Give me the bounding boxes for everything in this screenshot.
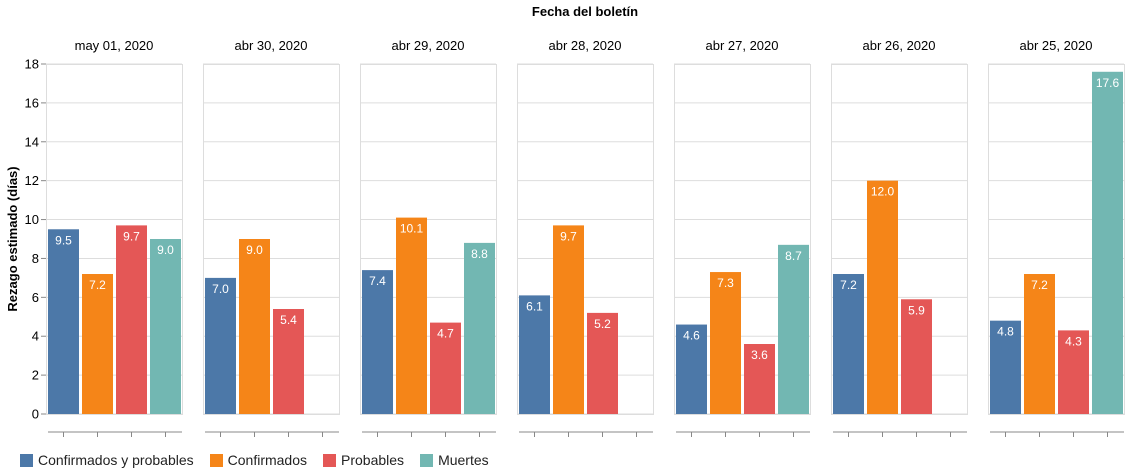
- facet-panel: [46, 64, 183, 415]
- bar: [1092, 71, 1123, 415]
- facet-label: abr 30, 2020: [234, 38, 307, 53]
- legend-label: Muertes: [438, 452, 489, 468]
- bar: [553, 225, 584, 414]
- bar: [710, 272, 741, 414]
- facet-label: abr 27, 2020: [705, 38, 778, 53]
- bar-value-label: 17.6: [1096, 76, 1120, 90]
- bar-value-label: 3.6: [751, 348, 768, 362]
- bar-value-label: 10.1: [400, 222, 424, 236]
- y-tick-label: 16: [25, 95, 39, 110]
- facet-panel: [988, 64, 1125, 415]
- bar: [1024, 274, 1055, 414]
- bar: [116, 225, 147, 414]
- bar-value-label: 7.3: [717, 276, 734, 290]
- legend-swatch: [420, 453, 434, 467]
- bar-value-label: 8.7: [785, 249, 802, 263]
- bar: [150, 239, 181, 414]
- y-tick-label: 12: [25, 173, 39, 188]
- bar: [48, 229, 79, 414]
- bar: [362, 270, 393, 414]
- facet-panel: [360, 64, 497, 415]
- bar: [82, 274, 113, 414]
- bar-value-label: 6.1: [526, 299, 543, 313]
- y-tick-label: 0: [32, 407, 39, 422]
- facet-panel: [517, 64, 654, 415]
- bar-value-label: 5.2: [594, 317, 611, 331]
- bar-value-label: 9.0: [246, 243, 263, 257]
- legend-swatch: [209, 453, 223, 467]
- facet-label: abr 29, 2020: [391, 38, 464, 53]
- bar: [833, 274, 864, 414]
- bar: [205, 277, 236, 414]
- bar-value-label: 5.9: [908, 303, 925, 317]
- facet-label: abr 28, 2020: [548, 38, 621, 53]
- facet-label: abr 26, 2020: [862, 38, 935, 53]
- bar-value-label: 9.7: [123, 229, 140, 243]
- bar-value-label: 9.5: [55, 233, 72, 247]
- bar-value-label: 12.0: [871, 185, 895, 199]
- bar: [867, 180, 898, 414]
- bar: [519, 295, 550, 414]
- bar-value-label: 9.7: [560, 229, 577, 243]
- bar-value-label: 8.8: [471, 247, 488, 261]
- bar-value-label: 4.6: [683, 329, 700, 343]
- bar: [239, 239, 270, 414]
- bar-value-label: 7.4: [369, 274, 386, 288]
- bar: [273, 309, 304, 414]
- y-tick-label: 14: [25, 134, 39, 149]
- legend-item-probables[interactable]: Probables: [323, 452, 404, 468]
- legend-item-confirmados-y-probables[interactable]: Confirmados y probables: [20, 452, 194, 468]
- facet-panel: [674, 64, 811, 415]
- legend-item-confirmados[interactable]: Confirmados: [209, 452, 308, 468]
- bar: [587, 312, 618, 414]
- bar-value-label: 9.0: [157, 243, 174, 257]
- legend-label: Probables: [341, 452, 405, 468]
- y-tick-label: 18: [25, 57, 39, 72]
- bar: [744, 344, 775, 414]
- legend-label: Confirmados y probables: [38, 452, 194, 468]
- bar: [901, 299, 932, 414]
- facet-panel: [831, 64, 968, 415]
- legend-label: Confirmados: [227, 452, 308, 468]
- facet-panel: [203, 64, 340, 415]
- y-tick-label: 4: [32, 329, 39, 344]
- y-tick-label: 6: [32, 290, 39, 305]
- bar-value-label: 7.2: [89, 278, 106, 292]
- bar: [396, 217, 427, 414]
- y-tick-label: 2: [32, 368, 39, 383]
- legend: Confirmados y probables Confirmados Prob…: [20, 452, 489, 468]
- bar-value-label: 4.7: [437, 327, 454, 341]
- chart-title: Fecha del boletín: [532, 4, 638, 19]
- bar: [430, 322, 461, 414]
- bar: [464, 242, 495, 414]
- bar-value-label: 5.4: [280, 313, 297, 327]
- bar-value-label: 4.3: [1065, 334, 1082, 348]
- facet-label: may 01, 2020: [75, 38, 154, 53]
- bar: [676, 324, 707, 414]
- bar-value-label: 7.0: [212, 282, 229, 296]
- legend-swatch: [323, 453, 337, 467]
- legend-swatch: [20, 453, 33, 467]
- bar-value-label: 7.2: [840, 278, 857, 292]
- legend-item-muertes[interactable]: Muertes: [420, 452, 489, 468]
- y-axis-label: Rezago estimado (días): [5, 166, 20, 311]
- bar-value-label: 4.8: [997, 325, 1014, 339]
- y-tick-label: 8: [32, 251, 39, 266]
- bar: [778, 244, 809, 414]
- facet-label: abr 25, 2020: [1019, 38, 1092, 53]
- bar-value-label: 7.2: [1031, 278, 1048, 292]
- bar: [990, 320, 1021, 414]
- bar: [1058, 330, 1089, 414]
- y-tick-label: 10: [25, 212, 39, 227]
